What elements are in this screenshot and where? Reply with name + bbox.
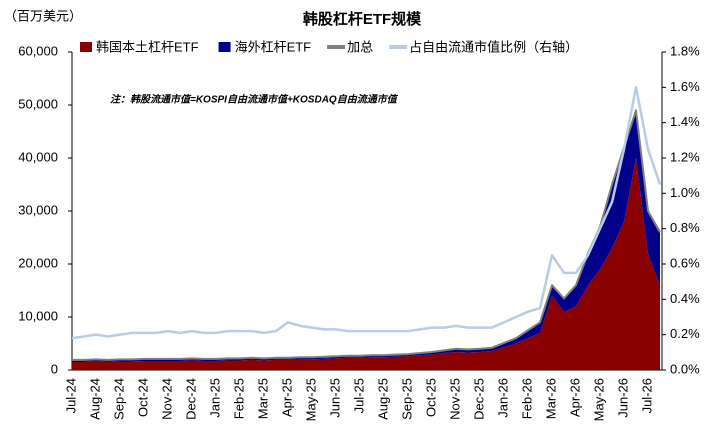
x-tick-label: Apr-25 bbox=[279, 378, 294, 417]
legend-label: 韩国本土杠杆ETF bbox=[96, 39, 199, 54]
x-tick-label: Aug-25 bbox=[375, 378, 390, 420]
y2-tick-label: 0.4% bbox=[670, 291, 700, 306]
y2-tick-label: 1.8% bbox=[670, 43, 700, 58]
x-tick-label: Feb-26 bbox=[519, 378, 534, 419]
y2-tick-label: 0.0% bbox=[670, 361, 700, 376]
x-tick-label: May-26 bbox=[591, 378, 606, 421]
x-tick-label: Jun-26 bbox=[615, 378, 630, 418]
y-tick-label: 0 bbox=[51, 361, 58, 376]
y2-tick-label: 1.6% bbox=[670, 79, 700, 94]
x-tick-label: Apr-26 bbox=[567, 378, 582, 417]
x-tick-label: Oct-25 bbox=[423, 378, 438, 417]
legend-swatch bbox=[218, 42, 231, 52]
legend-swatch bbox=[80, 42, 92, 52]
x-tick-label: Jul-24 bbox=[63, 378, 78, 413]
x-tick-label: Nov-25 bbox=[447, 378, 462, 420]
x-tick-label: Oct-24 bbox=[135, 378, 150, 417]
y-tick-label: 20,000 bbox=[18, 255, 58, 270]
y-tick-label: 30,000 bbox=[18, 202, 58, 217]
x-tick-label: Sep-25 bbox=[399, 378, 414, 420]
line bbox=[71, 86, 662, 340]
y2-tick-label: 1.2% bbox=[670, 149, 700, 164]
x-tick-label: Dec-25 bbox=[471, 378, 486, 420]
x-tick-label: Mar-26 bbox=[543, 378, 558, 419]
x-tick-label: May-25 bbox=[303, 378, 318, 421]
y-tick-label: 10,000 bbox=[18, 308, 58, 323]
y2-tick-label: 1.0% bbox=[670, 185, 700, 200]
chart-title: 韩股杠杆ETF规模 bbox=[303, 10, 422, 28]
y-tick-label: 40,000 bbox=[18, 149, 58, 164]
y2-tick-label: 0.2% bbox=[670, 326, 700, 341]
y-axis-label: （百万美元） bbox=[4, 8, 82, 23]
legend-label: 加总 bbox=[347, 39, 373, 54]
x-tick-label: Nov-24 bbox=[159, 378, 174, 420]
y2-tick-label: 1.4% bbox=[670, 114, 700, 129]
x-tick-label: Sep-24 bbox=[111, 378, 126, 420]
x-tick-label: Jan-26 bbox=[495, 378, 510, 418]
legend-label: 海外杠杆ETF bbox=[235, 39, 312, 54]
legend-label: 占自由流通市值比例（右轴） bbox=[409, 39, 578, 54]
y-tick-label: 50,000 bbox=[18, 96, 58, 111]
x-tick-label: Dec-24 bbox=[183, 378, 198, 420]
y2-tick-label: 0.6% bbox=[670, 255, 700, 270]
line bbox=[72, 109, 661, 361]
x-tick-label: Mar-25 bbox=[255, 378, 270, 419]
area bbox=[72, 158, 660, 370]
x-tick-label: Jul-25 bbox=[351, 378, 366, 413]
x-tick-label: Feb-25 bbox=[231, 378, 246, 419]
x-tick-label: Jun-25 bbox=[327, 378, 342, 418]
y2-tick-label: 0.8% bbox=[670, 220, 700, 235]
x-tick-label: Aug-24 bbox=[87, 378, 102, 420]
x-tick-label: Jan-25 bbox=[207, 378, 222, 418]
x-tick-label: Jul-26 bbox=[639, 378, 654, 413]
annotation: 注：韩股流通市值=KOSPI自由流通市值+KOSDAQ自由流通市值 bbox=[110, 94, 399, 106]
y-tick-label: 60,000 bbox=[18, 43, 58, 58]
